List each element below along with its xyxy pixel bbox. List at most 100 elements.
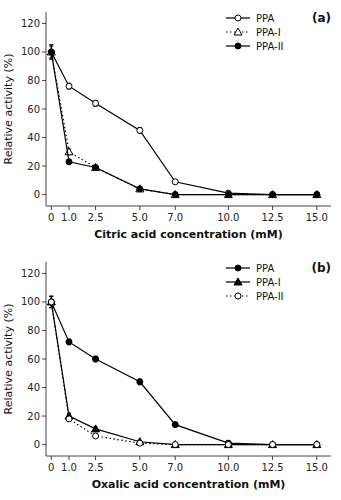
- marker: [92, 163, 100, 170]
- x-tick: [95, 206, 96, 210]
- series: [48, 46, 320, 197]
- x-tick: [139, 456, 140, 460]
- error-cap: [49, 307, 53, 308]
- error-bar: [49, 46, 53, 57]
- x-tick-label: 7.0: [167, 462, 183, 473]
- x-tick: [175, 456, 176, 460]
- marker: [66, 83, 72, 89]
- marker: [234, 28, 242, 35]
- marker: [270, 442, 276, 448]
- legend-label: PPA-II: [256, 291, 284, 302]
- y-tick: [42, 273, 46, 274]
- series-line: [51, 52, 317, 195]
- error-bar: [94, 100, 98, 106]
- x-tick-label: 10.0: [217, 462, 239, 473]
- error-cap: [49, 307, 53, 308]
- marker: [66, 416, 72, 422]
- marker: [171, 191, 179, 198]
- marker: [270, 192, 276, 198]
- marker: [93, 100, 99, 106]
- marker: [172, 422, 178, 428]
- y-axis-label: Relative activity (%): [2, 54, 15, 165]
- marker: [48, 49, 54, 55]
- x-tick: [316, 206, 317, 210]
- error-cap: [49, 296, 53, 297]
- y-tick-label: 100: [21, 46, 40, 57]
- marker: [137, 379, 143, 385]
- y-tick-label: 60: [27, 104, 40, 115]
- y-tick-label: 100: [21, 296, 40, 307]
- marker: [269, 441, 277, 448]
- x-tick: [316, 456, 317, 460]
- x-tick-label: 1.0: [61, 212, 77, 223]
- error-bar: [138, 379, 142, 385]
- marker: [66, 339, 72, 345]
- marker: [48, 299, 54, 305]
- x-tick: [272, 206, 273, 210]
- y-tick: [42, 166, 46, 167]
- y-tick: [42, 359, 46, 360]
- panel-title: (b): [311, 261, 331, 275]
- x-tick-label: 12.5: [261, 212, 283, 223]
- x-axis-line: [46, 206, 331, 207]
- error-cap: [49, 296, 53, 297]
- marker: [270, 192, 276, 198]
- y-tick: [42, 23, 46, 24]
- y-tick-label: 40: [27, 382, 40, 393]
- series: [48, 296, 320, 447]
- legend-label: PPA: [256, 263, 274, 274]
- y-tick-label: 0: [34, 189, 40, 200]
- error-bar: [49, 296, 53, 307]
- marker: [65, 148, 73, 155]
- y-tick: [42, 301, 46, 302]
- x-tick: [272, 456, 273, 460]
- x-axis-label: Citric acid concentration (mM): [94, 228, 283, 241]
- y-tick: [42, 416, 46, 417]
- y-tick-label: 80: [27, 325, 40, 336]
- series: [47, 45, 321, 198]
- plot-area: [47, 45, 321, 198]
- series-line: [51, 302, 317, 445]
- error-bar: [49, 296, 53, 307]
- error-cap: [49, 44, 53, 45]
- x-tick-label: 15.0: [306, 462, 328, 473]
- marker: [136, 185, 144, 192]
- marker: [235, 293, 241, 299]
- error-bar: [94, 356, 98, 362]
- y-tick-label: 20: [27, 411, 40, 422]
- marker: [137, 186, 143, 192]
- marker: [92, 425, 100, 432]
- legend: PPAPPA-IPPA-II: [226, 263, 284, 302]
- marker: [172, 179, 178, 185]
- marker: [225, 442, 231, 448]
- x-tick: [95, 456, 96, 460]
- marker: [234, 278, 242, 285]
- error-cap: [49, 46, 53, 47]
- legend-label: PPA-II: [256, 41, 284, 52]
- marker: [314, 442, 320, 448]
- x-tick-label: 0: [48, 462, 54, 473]
- marker: [224, 191, 232, 198]
- error-bar: [67, 160, 71, 164]
- marker: [314, 192, 320, 198]
- marker: [137, 127, 143, 133]
- x-tick: [228, 456, 229, 460]
- y-tick-label: 80: [27, 75, 40, 86]
- error-bar: [94, 165, 98, 169]
- marker: [172, 442, 178, 448]
- marker: [47, 298, 55, 305]
- x-tick: [228, 206, 229, 210]
- y-tick: [42, 194, 46, 195]
- y-tick: [42, 109, 46, 110]
- error-bar: [173, 422, 177, 426]
- legend-label: PPA-I: [256, 27, 281, 38]
- marker: [235, 265, 241, 271]
- y-tick: [42, 330, 46, 331]
- x-tick: [69, 206, 70, 210]
- x-tick: [51, 206, 52, 210]
- error-cap: [49, 44, 53, 45]
- series-line: [51, 302, 317, 445]
- y-axis-label: Relative activity (%): [2, 304, 15, 415]
- y-tick-label: 0: [34, 439, 40, 450]
- legend: PPAPPA-IPPA-II: [226, 13, 284, 52]
